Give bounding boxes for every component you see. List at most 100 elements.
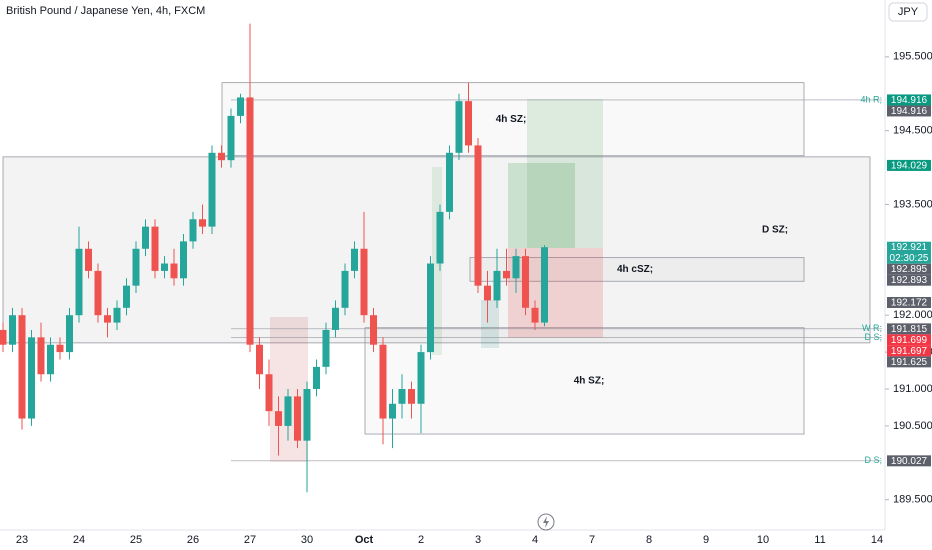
x-tick-label: 11 (814, 534, 825, 546)
price-badge (887, 274, 931, 286)
price-badge (887, 334, 931, 346)
price-badge (887, 105, 931, 117)
x-tick-label: 4 (532, 534, 538, 546)
x-tick-label: 26 (187, 534, 199, 546)
replay-icon-bolt[interactable] (543, 516, 549, 528)
candle-body (113, 307, 121, 323)
x-tick-label: 23 (16, 534, 28, 546)
candle-body (465, 101, 472, 146)
price-badge-label: 194.916 (891, 95, 928, 106)
candle-body (180, 241, 187, 279)
price-badge-label: 194.916 (891, 106, 928, 117)
candle-body (512, 256, 520, 279)
price-badge (887, 94, 931, 106)
candle-body (275, 411, 282, 426)
level-label: D S; (864, 455, 882, 465)
x-tick-label: 3 (475, 534, 481, 546)
y-tick-label: 193.500 (893, 198, 932, 210)
price-badge-label: 192.921 (891, 242, 928, 253)
x-tick-label: 30 (301, 534, 313, 546)
candle-body (427, 263, 434, 353)
candle-body (474, 145, 482, 286)
candle-body (47, 344, 54, 375)
shade (270, 317, 308, 462)
zone-label: 4h SZ; (496, 114, 527, 125)
long-target-inner (508, 163, 575, 248)
countdown: 02:30:25 (890, 253, 929, 264)
price-badge (887, 323, 931, 335)
price-badge (887, 296, 931, 308)
y-tick-label: 189.500 (893, 494, 932, 506)
candle-body (246, 97, 254, 345)
candle-body (541, 247, 548, 323)
chart-title: British Pound / Japanese Yen, 4h, FXCM (6, 5, 205, 17)
level-label: W R; (862, 323, 882, 333)
plot: 4h R;W R;D S;D S; (0, 23, 882, 493)
candle-body (161, 263, 168, 271)
price-badge-label: 191.699 (891, 335, 928, 346)
candle-body (132, 248, 140, 286)
candle-body (123, 285, 130, 308)
zone-label: D SZ; (762, 225, 788, 236)
candle-body (446, 152, 453, 212)
y-tick-label: 192.000 (893, 309, 932, 321)
price-badge-label: 190.027 (891, 456, 928, 467)
zone-label: 4h SZ; (574, 376, 605, 387)
candle-body (294, 396, 301, 441)
candle-body (379, 344, 387, 419)
candle-body (322, 329, 330, 367)
level-label: 4h R; (860, 94, 882, 104)
price-badge (887, 241, 931, 264)
zones: 4h SZ; D SZ; 4h cSZ; 4h SZ; (2, 82, 871, 435)
candle-body (313, 366, 320, 390)
candle-body (522, 256, 529, 308)
price-badge (887, 356, 931, 368)
y-tick-label: 191.000 (893, 383, 932, 395)
candle-body (18, 315, 26, 419)
currency-button[interactable] (888, 2, 928, 22)
y-tick-label: 194.500 (893, 125, 932, 137)
price-badge-label: 191.697 (891, 346, 928, 357)
candle-body (284, 396, 292, 426)
candle-body (351, 248, 358, 271)
candle-body (237, 97, 244, 116)
currency-label[interactable]: JPY (898, 6, 919, 18)
price-badge (887, 345, 931, 357)
price-badge-label: 191.625 (891, 357, 928, 368)
candle-body (56, 344, 64, 353)
zone (221, 82, 805, 157)
candle-body (265, 374, 273, 412)
candle-body (151, 226, 159, 271)
candle-body (75, 248, 83, 316)
candle-body (9, 315, 16, 345)
candle-body (199, 219, 206, 227)
candle-body (303, 389, 311, 441)
candle-body (398, 389, 406, 404)
axis: 189.500190.500191.000191.500192.000193.5… (16, 51, 932, 546)
price-badge-label: 192.895 (891, 264, 928, 275)
x-tick-label: 10 (757, 534, 769, 546)
y-tick-label: 195.500 (893, 51, 932, 63)
candle-body (208, 152, 216, 227)
price-badge-label: 192.172 (891, 297, 928, 308)
candle-body (66, 315, 73, 353)
candle-body (94, 270, 102, 316)
candle-body (493, 270, 501, 301)
zone (364, 327, 805, 435)
candle-body (332, 307, 339, 330)
x-tick-label: 27 (244, 534, 256, 546)
price-badge-label: 191.815 (891, 324, 928, 335)
candle-body (218, 152, 225, 161)
candle-body (0, 329, 7, 345)
candle-body (37, 337, 45, 375)
x-tick-label: 7 (589, 534, 595, 546)
candle-body (142, 226, 149, 249)
price-badge-label: 194.029 (891, 160, 928, 171)
candle-body (170, 263, 178, 279)
shade (481, 300, 499, 348)
candle-body (389, 403, 396, 419)
candle-body (436, 211, 444, 264)
candle-body (85, 248, 92, 271)
candle-body (531, 307, 539, 323)
